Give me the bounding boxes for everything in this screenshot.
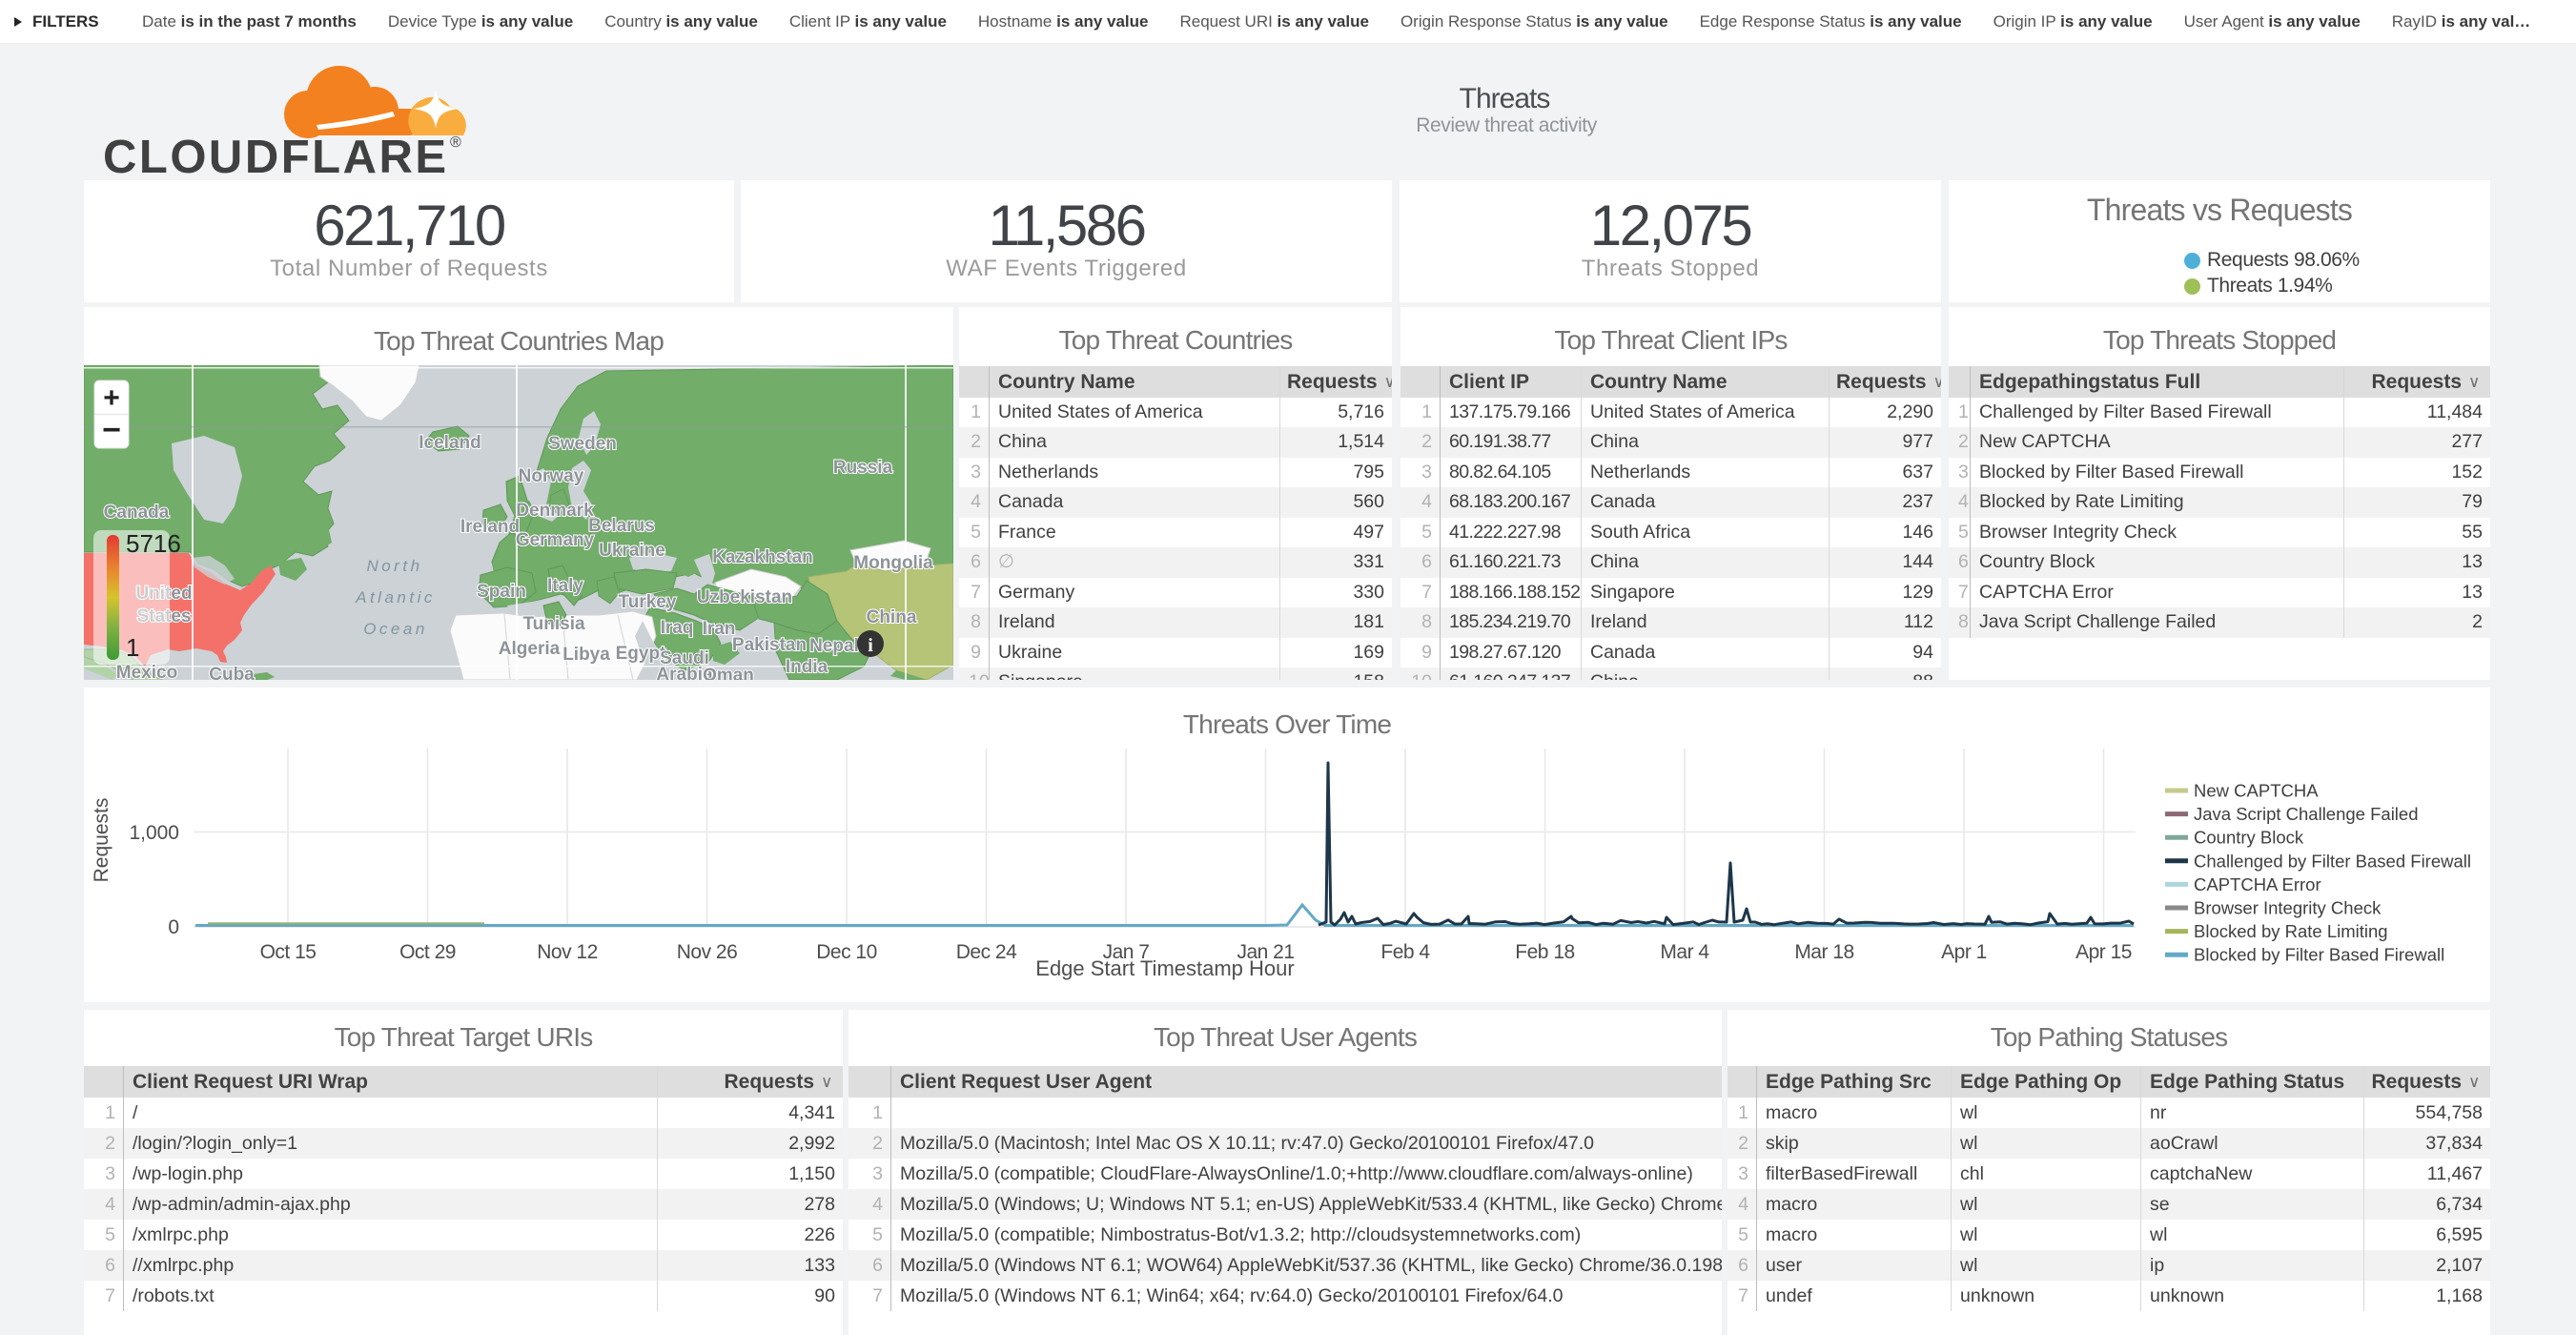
svg-text:Turkey: Turkey — [619, 592, 677, 612]
svg-text:Apr 15: Apr 15 — [2075, 941, 2132, 963]
svg-text:+: + — [103, 382, 120, 414]
svg-text:Cuba: Cuba — [209, 665, 255, 680]
svg-text:Norway: Norway — [519, 466, 584, 486]
svg-text:Nov 26: Nov 26 — [677, 941, 738, 963]
svg-text:Arabia: Arabia — [656, 665, 713, 680]
svg-text:Germany: Germany — [516, 530, 595, 550]
svg-text:Denmark: Denmark — [516, 501, 594, 521]
svg-text:Blocked by Rate Limiting: Blocked by Rate Limiting — [2194, 921, 2388, 941]
svg-text:Country Block: Country Block — [2194, 828, 2304, 848]
svg-text:1: 1 — [126, 633, 139, 662]
svg-text:Mar 18: Mar 18 — [1794, 941, 1853, 963]
svg-text:Pakistan: Pakistan — [732, 635, 807, 655]
svg-text:Ireland: Ireland — [460, 517, 520, 537]
svg-text:Oct 15: Oct 15 — [260, 941, 317, 963]
svg-text:Nepal: Nepal — [809, 636, 859, 656]
svg-text:5716: 5716 — [126, 529, 181, 558]
svg-text:Atlantic: Atlantic — [355, 588, 436, 606]
svg-text:Requests: Requests — [91, 798, 112, 883]
svg-text:Blocked by Filter Based Firewa: Blocked by Filter Based Firewall — [2194, 945, 2444, 965]
svg-text:Algeria: Algeria — [499, 639, 561, 659]
svg-text:Edge Start Timestamp Hour: Edge Start Timestamp Hour — [1035, 956, 1294, 980]
svg-text:Jan 21: Jan 21 — [1237, 941, 1294, 963]
svg-text:Dec 24: Dec 24 — [956, 941, 1017, 963]
svg-text:CAPTCHA Error: CAPTCHA Error — [2194, 874, 2321, 894]
svg-text:Jan 7: Jan 7 — [1103, 941, 1150, 963]
svg-text:North: North — [366, 557, 422, 575]
svg-text:Belarus: Belarus — [588, 516, 655, 536]
svg-text:i: i — [868, 635, 873, 656]
svg-text:Challenged by Filter Based Fir: Challenged by Filter Based Firewall — [2194, 851, 2471, 871]
svg-text:Apr 1: Apr 1 — [1941, 941, 1987, 963]
svg-text:Mongolia: Mongolia — [853, 553, 933, 573]
svg-text:Spain: Spain — [477, 582, 526, 602]
svg-text:China: China — [867, 607, 917, 627]
svg-text:Ukraine: Ukraine — [599, 541, 665, 561]
svg-text:Kazakhstan: Kazakhstan — [712, 547, 813, 567]
svg-text:Canada: Canada — [104, 503, 170, 523]
svg-text:New CAPTCHA: New CAPTCHA — [2194, 781, 2319, 801]
svg-text:Nov 12: Nov 12 — [537, 941, 598, 963]
svg-text:Italy: Italy — [547, 576, 583, 596]
svg-text:Libya: Libya — [562, 645, 610, 665]
svg-text:Ocean: Ocean — [363, 620, 428, 638]
svg-text:Sweden: Sweden — [548, 434, 617, 454]
svg-text:Iceland: Iceland — [419, 433, 480, 453]
svg-text:Oct 29: Oct 29 — [399, 941, 456, 963]
svg-text:Oman: Oman — [703, 666, 754, 680]
svg-text:Mar 4: Mar 4 — [1660, 941, 1709, 963]
svg-text:Browser Integrity Check: Browser Integrity Check — [2194, 898, 2382, 918]
svg-text:®: ® — [450, 134, 461, 151]
svg-text:−: − — [102, 412, 121, 448]
svg-text:Feb 4: Feb 4 — [1380, 941, 1430, 963]
svg-text:Tunisia: Tunisia — [522, 614, 585, 634]
svg-text:Java Script Challenge Failed: Java Script Challenge Failed — [2194, 804, 2419, 824]
svg-text:India: India — [786, 657, 828, 677]
svg-text:Uzbekistan: Uzbekistan — [697, 587, 792, 607]
svg-text:Iran: Iran — [703, 619, 736, 639]
svg-text:Saudi: Saudi — [660, 648, 709, 668]
svg-text:CLOUDFLARE: CLOUDFLARE — [103, 132, 449, 181]
svg-text:1,000: 1,000 — [129, 822, 179, 844]
svg-text:Egypt: Egypt — [616, 644, 666, 664]
svg-text:Feb 18: Feb 18 — [1515, 941, 1574, 963]
svg-text:0: 0 — [168, 916, 179, 938]
svg-text:Mexico: Mexico — [116, 663, 177, 680]
svg-text:Russia: Russia — [833, 458, 893, 478]
svg-text:Dec 10: Dec 10 — [816, 941, 877, 963]
svg-text:Iraq: Iraq — [661, 618, 694, 638]
